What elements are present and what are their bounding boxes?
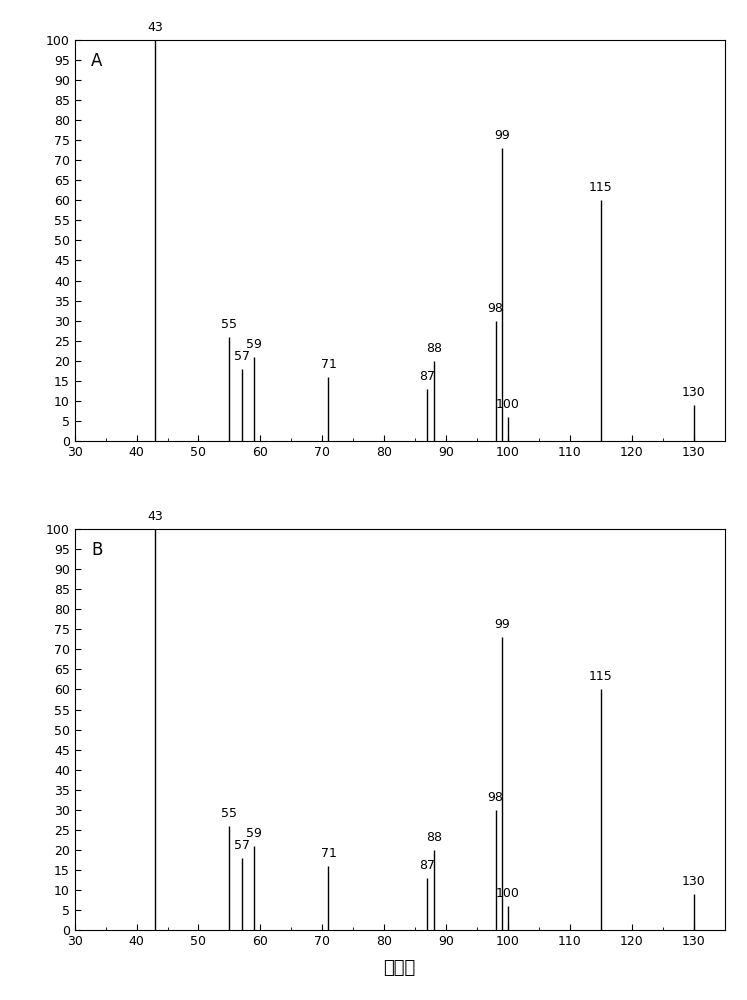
Text: 55: 55: [221, 318, 238, 331]
Text: 57: 57: [234, 350, 249, 363]
Text: 59: 59: [247, 338, 262, 351]
Text: 87: 87: [420, 370, 436, 383]
Text: 115: 115: [589, 181, 613, 194]
Text: 87: 87: [420, 859, 436, 872]
Text: 99: 99: [494, 618, 509, 631]
Text: 71: 71: [320, 847, 336, 860]
Text: 88: 88: [426, 342, 441, 355]
X-axis label: 质荷比: 质荷比: [383, 959, 416, 977]
Text: 71: 71: [320, 358, 336, 371]
Text: 100: 100: [496, 398, 520, 411]
Text: 57: 57: [234, 839, 249, 852]
Text: 55: 55: [221, 807, 238, 820]
Text: A: A: [91, 52, 102, 70]
Text: 115: 115: [589, 670, 613, 683]
Text: 59: 59: [247, 827, 262, 840]
Text: 99: 99: [494, 129, 509, 142]
Text: 100: 100: [496, 887, 520, 900]
Text: 98: 98: [488, 791, 503, 804]
Text: 130: 130: [682, 386, 705, 399]
Text: 88: 88: [426, 831, 441, 844]
Text: B: B: [91, 541, 102, 559]
Text: 130: 130: [682, 875, 705, 888]
Text: 43: 43: [147, 510, 163, 523]
Text: 98: 98: [488, 302, 503, 315]
Text: 43: 43: [147, 21, 163, 34]
